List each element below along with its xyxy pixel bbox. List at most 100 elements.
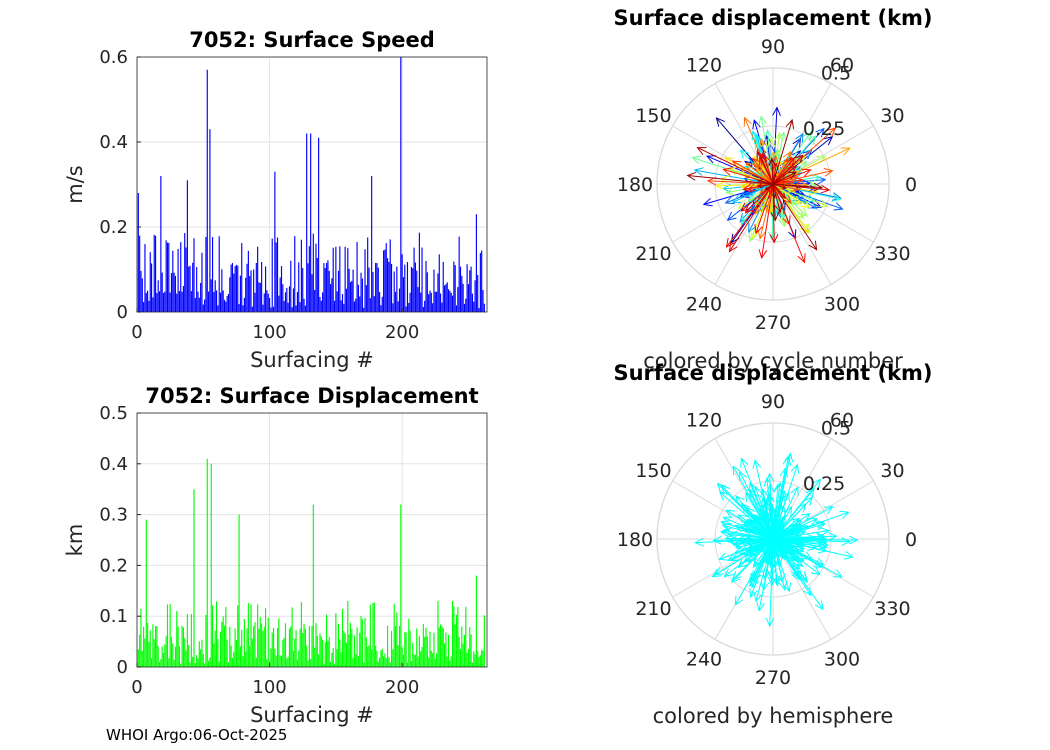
displacement-chart-axes-box (136, 412, 488, 668)
polar-hemisphere-chart-vector (772, 523, 777, 540)
polar-hemisphere-chart-vector-head (814, 600, 824, 611)
polar-hemisphere-chart-vector (768, 526, 774, 540)
polar-hemisphere-chart-vector (772, 484, 779, 540)
polar-cycle-chart-vector-head (777, 131, 787, 142)
polar-cycle-chart-vector-head (795, 209, 805, 220)
polar-hemisphere-chart-angle-label: 210 (635, 598, 671, 620)
polar-hemisphere-chart-vector (713, 538, 774, 541)
polar-hemisphere-chart-angle-label: 150 (635, 460, 671, 482)
polar-cycle-chart-angle-label: 60 (830, 54, 854, 76)
polar-hemisphere-chart-vector (772, 531, 805, 540)
polar-hemisphere-chart-vector-head (752, 459, 762, 470)
polar-hemisphere-chart-vector (772, 479, 821, 540)
polar-hemisphere-chart-vector (721, 485, 774, 540)
polar-cycle-chart-vector-head (775, 160, 783, 169)
polar-cycle-chart-vector-head (724, 196, 735, 205)
polar-hemisphere-chart-vector-head (763, 477, 773, 487)
polar-hemisphere-chart-vector-head (730, 552, 741, 561)
polar-cycle-chart-vector (707, 180, 774, 185)
polar-cycle-chart-angle-label: 270 (755, 312, 791, 334)
polar-hemisphere-chart-vector-head (760, 496, 770, 507)
polar-cycle-chart-vector-head (725, 186, 736, 196)
displacement-chart-ytick-label: 0.3 (99, 505, 128, 526)
polar-hemisphere-chart-vector-head (793, 569, 803, 580)
polar-cycle-chart-vector-head (763, 129, 773, 139)
polar-cycle-chart-vector-head (815, 127, 825, 138)
polar-hemisphere-chart-vector-head (723, 568, 734, 578)
polar-hemisphere-chart-vectors (694, 452, 859, 628)
polar-cycle-chart-vector (760, 139, 774, 185)
polar-cycle-chart-vector-head (823, 168, 834, 177)
polar-cycle-chart-vector (761, 183, 774, 258)
polar-hemisphere-chart-vector-head (745, 491, 754, 502)
polar-hemisphere-chart-vector-head (773, 522, 779, 529)
polar-cycle-chart-vector-head (756, 150, 765, 161)
polar-hemisphere-chart-vector-head (766, 569, 776, 580)
polar-hemisphere-chart-vector-head (781, 528, 788, 534)
polar-cycle-chart-spoke (672, 183, 774, 243)
polar-hemisphere-chart-vector (732, 538, 774, 581)
polar-cycle-chart-vector (765, 183, 774, 190)
speed-chart: 0 100 200 0 0.2 0.4 0.6 7052: Surface Speed Surf… (63, 28, 488, 372)
polar-cycle-chart-vector-head (758, 138, 768, 149)
polar-hemisphere-chart-vector-head (790, 517, 801, 527)
speed-chart-ytick-label: 0.2 (99, 217, 128, 238)
polar-hemisphere-chart-vector-head (771, 575, 781, 586)
polar-cycle-chart-vector-head (726, 211, 737, 221)
polar-cycle-chart-vector-head (751, 130, 760, 141)
polar-cycle-chart-vector (756, 151, 774, 185)
polar-cycle-chart-vectors (686, 106, 851, 264)
polar-hemisphere-chart-vector (772, 538, 786, 590)
polar-cycle-chart-vector-head (785, 118, 795, 129)
polar-hemisphere-chart-vector-head (779, 467, 789, 478)
polar-cycle-chart-vector-head (693, 167, 704, 176)
polar-hemisphere-chart-radius-label: 0.5 (821, 418, 851, 440)
polar-hemisphere-chart-vector-head (774, 557, 783, 568)
polar-hemisphere-chart-vector-head (802, 551, 813, 560)
polar-cycle-chart-vector-head (748, 232, 757, 243)
polar-hemisphere-chart-vector-head (812, 478, 822, 489)
polar-hemisphere-chart-vector-head (756, 601, 765, 612)
polar-cycle-chart-vector-head (686, 171, 697, 181)
polar-hemisphere-chart-angle-label: 0 (905, 529, 917, 551)
polar-hemisphere-chart-vector-head (725, 509, 736, 519)
polar-cycle-chart-vector-head (793, 176, 804, 186)
polar-cycle-chart-vector-head (801, 168, 812, 177)
polar-cycle-chart-vector (772, 151, 791, 185)
polar-hemisphere-chart-vector (772, 506, 833, 540)
polar-cycle-chart-vector-head (742, 183, 753, 193)
polar-hemisphere-chart-vector (719, 491, 774, 540)
polar-hemisphere-chart-vector-head (795, 529, 806, 539)
polar-cycle-chart-vector-head (802, 149, 813, 160)
speed-chart-ylabel: m/s (63, 165, 87, 203)
polar-cycle-chart-vector (757, 183, 774, 188)
polar-hemisphere-chart-vector-head (773, 483, 782, 493)
polar-hemisphere-chart-vector-head (720, 484, 731, 495)
polar-cycle-chart-vector-head (768, 157, 776, 167)
polar-hemisphere-chart-vector-head (761, 569, 771, 580)
polar-cycle-chart-vector-head (758, 115, 767, 126)
polar-cycle-chart-vector-head (788, 171, 797, 179)
polar-cycle-chart-vector-head (754, 224, 763, 235)
polar-cycle-chart-vector-head (750, 229, 759, 240)
polar-hemisphere-chart-vector-head (794, 552, 805, 562)
polar-hemisphere-chart-vector (771, 538, 774, 570)
polar-cycle-chart-vector-head (772, 106, 781, 117)
polar-cycle-chart-vector-head (801, 223, 811, 234)
polar-cycle-chart-vector-head (801, 178, 812, 188)
polar-cycle-chart-vector-head (813, 182, 824, 192)
polar-cycle-chart-vector-head (752, 157, 762, 168)
polar-hemisphere-chart-angle-label: 90 (761, 391, 785, 413)
polar-cycle-chart-vector-head (737, 200, 748, 210)
polar-cycle-chart-vector-head (770, 211, 780, 222)
polar-cycle-chart-vector-head (831, 193, 842, 202)
polar-hemisphere-chart-vector-head (711, 568, 722, 578)
polar-hemisphere-chart-vector-head (734, 595, 744, 606)
polar-cycle-chart-vector-head (808, 240, 818, 251)
polar-hemisphere-chart-vector (772, 522, 785, 540)
speed-chart-plot-area (137, 57, 487, 312)
polar-cycle-chart-angle-label: 210 (635, 243, 671, 265)
polar-hemisphere-chart-vector-head (749, 588, 758, 599)
polar-hemisphere-chart-vector (735, 495, 774, 540)
